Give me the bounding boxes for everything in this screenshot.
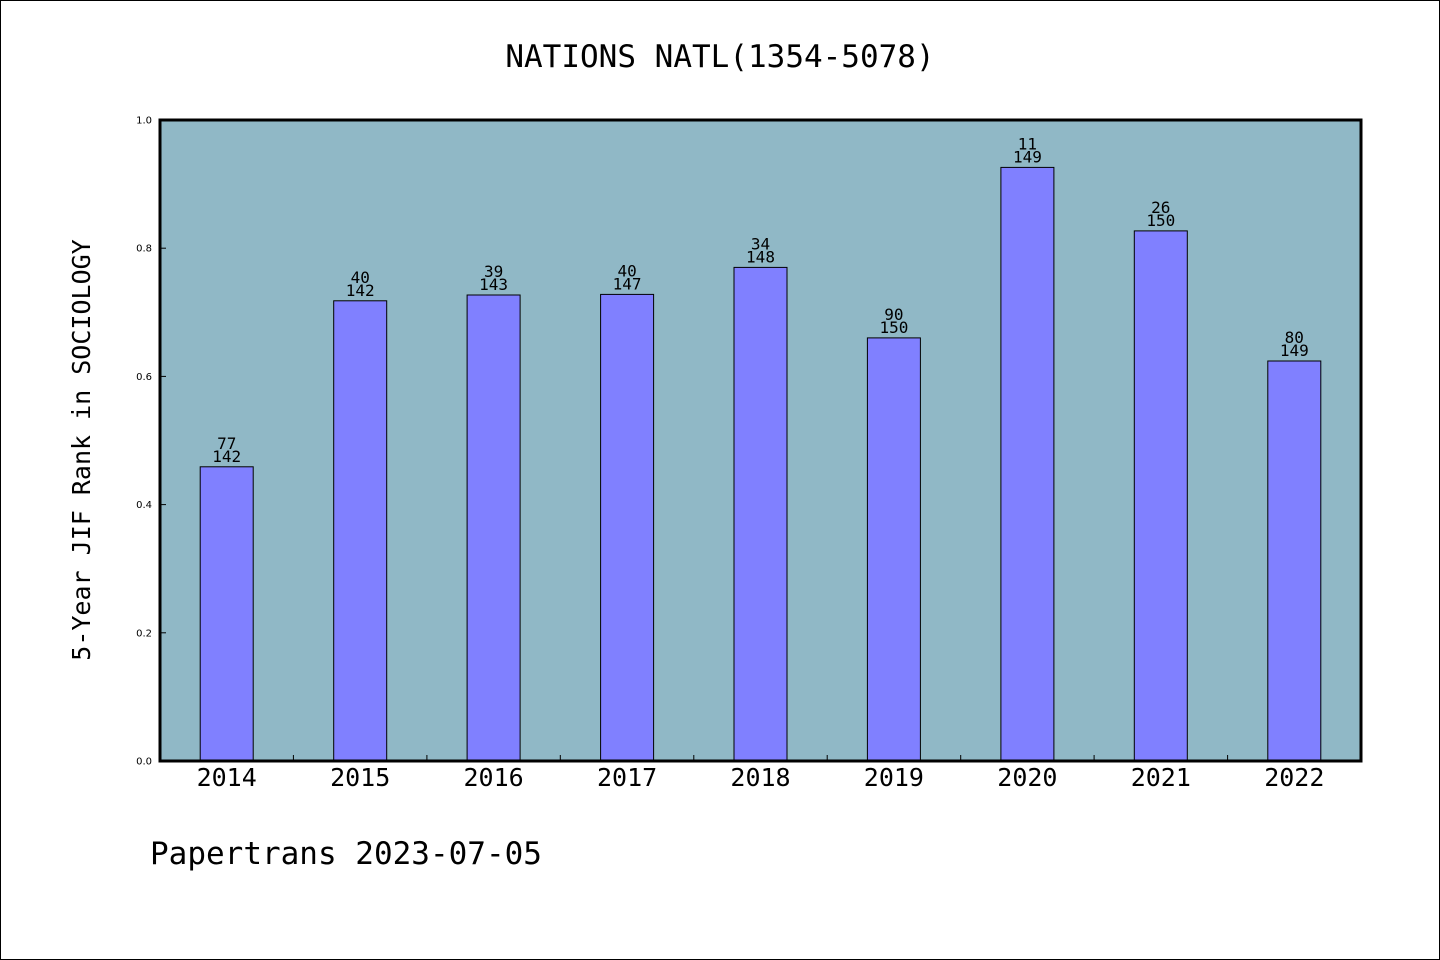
y-tick-label: 0.8 [136, 244, 152, 255]
x-tick-label: 2022 [1264, 763, 1324, 792]
x-tick-label: 2019 [864, 763, 924, 792]
x-tick-label: 2014 [197, 763, 257, 792]
bar-rank-label: 77 [217, 434, 236, 453]
x-tick-label: 2021 [1131, 763, 1191, 792]
bar-2019 [866, 337, 921, 762]
bar-total-label: 149 [1013, 147, 1042, 166]
bar-2015 [333, 300, 388, 762]
bar-rank-label: 40 [351, 268, 370, 287]
y-tick-label: 0.0 [136, 757, 152, 768]
y-axis-label: 5-Year JIF Rank in SOCIOLOGY [67, 239, 96, 660]
bar-total-label: 142 [212, 447, 241, 466]
bar-total-label: 142 [346, 281, 375, 300]
bar-2016 [466, 294, 521, 762]
chart-title: NATIONS NATL(1354-5078) [505, 39, 934, 75]
x-tick-label: 2016 [463, 763, 523, 792]
x-tick-label: 2020 [997, 763, 1057, 792]
bar-rank-label: 39 [484, 262, 503, 281]
y-tick-label: 0.2 [136, 628, 152, 639]
bar-2021 [1133, 230, 1188, 762]
bar-rank-label: 11 [1018, 134, 1037, 153]
bar-total-label: 143 [479, 275, 508, 294]
ticks-layer: 2014 2015 2016 2017 2018 2019 2020 2021 2022 0.0 0… [136, 116, 1324, 793]
footer-watermark: Papertrans 2023-07-05 [150, 836, 542, 872]
bar-rank-label: 34 [751, 234, 770, 253]
bar-rank-label: 80 [1285, 328, 1304, 347]
x-tick-label: 2018 [730, 763, 790, 792]
bar-2022 [1267, 360, 1322, 762]
bar-2017 [600, 293, 655, 762]
x-tick-label: 2015 [330, 763, 390, 792]
bar-rank-label: 40 [617, 261, 636, 280]
bars-layer [199, 166, 1322, 762]
bar-total-label: 148 [746, 247, 775, 266]
bar-total-label: 147 [613, 274, 642, 293]
bar-2018 [733, 266, 788, 762]
bar-total-label: 149 [1280, 341, 1309, 360]
x-tick-label: 2017 [597, 763, 657, 792]
bar-total-label: 150 [1146, 211, 1175, 230]
y-tick-label: 0.6 [136, 372, 152, 383]
bar-rank-label: 26 [1151, 198, 1170, 217]
bar-2020 [1000, 166, 1055, 762]
y-tick-label: 0.4 [136, 500, 152, 511]
bar-total-label: 150 [879, 318, 908, 337]
bar-rank-label: 90 [884, 305, 903, 324]
bar-2014 [199, 466, 254, 762]
bar-labels-layer: 7714240142391434014734148901501114926150… [212, 134, 1309, 465]
plot-border [158, 118, 1363, 763]
y-tick-label: 1.0 [136, 116, 152, 127]
